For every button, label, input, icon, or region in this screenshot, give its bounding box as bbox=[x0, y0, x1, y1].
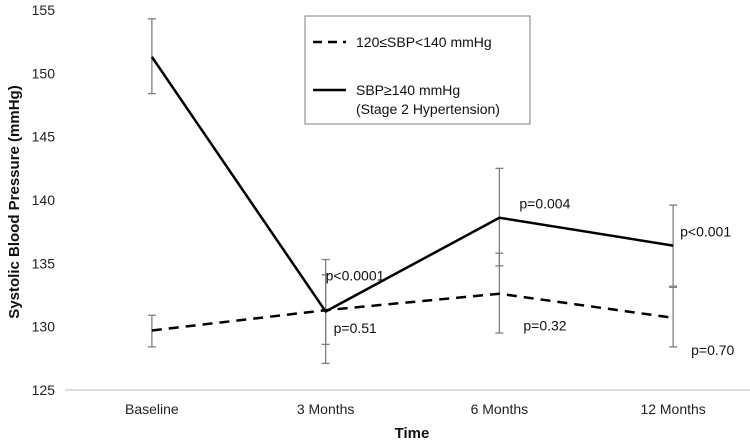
y-axis-title: Systolic Blood Pressure (mmHg) bbox=[6, 85, 23, 318]
p-value-annotations: p=0.51 p=0.32 p=0.70 p<0.0001 p=0.004 p<0.001 bbox=[326, 196, 735, 358]
legend-box bbox=[304, 15, 531, 125]
x-tick-label-12-months: 12 Months bbox=[640, 401, 705, 417]
x-tick-label-3-months: 3 Months bbox=[297, 401, 355, 417]
y-tick-label-155: 155 bbox=[32, 2, 56, 18]
annotation-s2-2: p=0.004 bbox=[519, 196, 570, 212]
legend-label-series-2-line2: (Stage 2 Hypertension) bbox=[356, 101, 500, 117]
legend: 120≤SBP<140 mmHg SBP≥140 mmHg (Stage 2 H… bbox=[304, 15, 531, 125]
annotation-s1-2: p=0.32 bbox=[523, 318, 566, 334]
annotation-s2-1: p<0.0001 bbox=[326, 267, 385, 283]
series-line-1 bbox=[151, 292, 674, 332]
series-line-2 bbox=[150, 56, 674, 313]
series-lines bbox=[150, 56, 674, 332]
y-tick-label-150: 150 bbox=[32, 65, 56, 81]
annotation-s2-3: p<0.001 bbox=[680, 224, 731, 240]
y-tick-label-125: 125 bbox=[32, 382, 56, 398]
y-tick-label-145: 145 bbox=[32, 129, 56, 145]
x-tick-label-baseline: Baseline bbox=[125, 401, 179, 417]
y-tick-label-135: 135 bbox=[32, 255, 56, 271]
y-tick-label-130: 130 bbox=[32, 319, 56, 335]
annotation-s1-3: p=0.70 bbox=[691, 342, 734, 358]
x-tick-label-6-months: 6 Months bbox=[471, 401, 529, 417]
legend-label-series-2: SBP≥140 mmHg bbox=[356, 82, 460, 98]
axes: 125 130 135 140 145 150 155 Baseline 3 Months 6 M… bbox=[32, 2, 750, 417]
legend-label-series-1: 120≤SBP<140 mmHg bbox=[356, 34, 492, 50]
y-tick-label-140: 140 bbox=[32, 192, 56, 208]
annotation-s1-1: p=0.51 bbox=[334, 320, 377, 336]
x-axis-title: Time bbox=[395, 425, 430, 442]
